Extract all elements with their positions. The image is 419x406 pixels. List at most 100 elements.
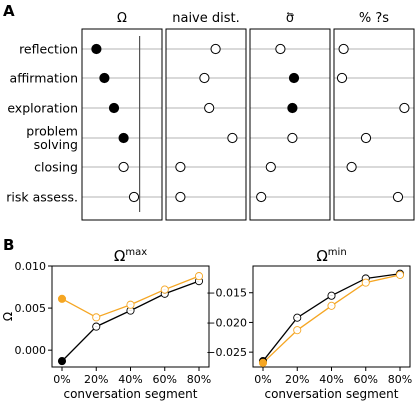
point-0-1-2 (126, 300, 135, 309)
panel-b-letter: B (3, 236, 14, 254)
dot-3-5 (392, 191, 404, 203)
series-line-1-1 (262, 274, 401, 364)
dot-0-2 (108, 102, 120, 114)
x-axis-label-0: conversation segment (63, 387, 197, 401)
point-0-1-3-outline (160, 285, 169, 294)
panel-a-column-3: % ?s (333, 11, 415, 221)
panel-frame-3 (333, 28, 415, 221)
point-0-1-3-top (161, 285, 169, 290)
y-axis-label-0: Ω (1, 312, 15, 321)
x-tick-label-1-1: 20% (285, 373, 309, 386)
point-1-1-2-outline (327, 301, 336, 310)
y-tick-label-0-2: 0.010 (15, 260, 47, 273)
x-tick-label-1-4: 80% (388, 373, 412, 386)
row-label-4: closing (34, 160, 78, 175)
dot-1-2 (204, 102, 215, 114)
point-1-0-2-outline (327, 291, 336, 300)
column-title-0: Ω (117, 11, 127, 26)
dot-2-4 (265, 161, 276, 173)
series-line-0-0 (61, 280, 200, 362)
x-tick-label-0-2: 40% (118, 373, 142, 386)
x-tick-label-0-1: 20% (84, 373, 108, 386)
row-label-3-line-1: solving (34, 137, 78, 152)
row-label-0: reflection (19, 42, 78, 57)
dot-3-1 (336, 72, 348, 84)
dot-0-3 (118, 132, 129, 144)
panel-a-column-0: Ω (81, 11, 163, 221)
point-0-0-1 (92, 322, 101, 331)
row-label-5: risk assess. (6, 190, 78, 205)
dot-2-2 (287, 102, 298, 114)
dot-1-1 (199, 72, 210, 84)
point-0-0-1-bottom (92, 326, 100, 331)
point-0-1-1-top (92, 313, 100, 318)
x-tick-label-0-3: 60% (153, 373, 177, 386)
point-0-1-2-bottom (126, 304, 135, 309)
x-tick-label-1-2: 40% (319, 373, 343, 386)
dot-0-5 (128, 191, 140, 203)
point-0-1-4 (194, 272, 204, 281)
point-0-0-2-bottom (126, 310, 135, 315)
dot-2-5 (256, 191, 267, 203)
x-tick-label-0-4: 80% (187, 373, 211, 386)
dot-3-3 (360, 132, 372, 144)
panel-frame-0 (81, 28, 163, 221)
point-0-1-1 (92, 313, 101, 322)
point-1-0-2 (327, 291, 336, 300)
row-label-3-line-0: problem (26, 124, 78, 139)
point-1-1-4-top (396, 271, 404, 275)
panel-a-column-1: naive dist. (165, 11, 247, 221)
dot-0-4 (118, 161, 129, 173)
dot-0-0 (91, 43, 102, 55)
y-tick-label-1-0: −0.025 (206, 346, 247, 359)
dot-2-1 (288, 72, 300, 84)
point-1-0-1-top (293, 314, 301, 318)
point-0-1-3 (160, 285, 169, 294)
chart-title-1: Ωmin (316, 247, 346, 265)
panel-a-dot-plot: reflection affirmation exploration problems… (6, 11, 415, 221)
dot-1-0 (210, 43, 221, 55)
y-tick-label-1-2: −0.015 (206, 287, 247, 300)
panel-a-letter: A (3, 2, 15, 20)
column-title-3: % ?s (359, 11, 389, 26)
point-1-1-3-bottom (362, 282, 370, 287)
point-0-1-4-bottom (195, 276, 203, 280)
point-0-1-2-outline (126, 300, 135, 309)
y-tick-label-0-0: 0.000 (15, 344, 47, 357)
line-chart-0: Ωmax 0.000 0.005 0.010 0% 20% 40% 60% 80%convers… (1, 247, 211, 401)
panel-frame-2 (249, 28, 331, 221)
point-0-1-2-top (126, 301, 135, 305)
point-0-0-3-bottom (161, 293, 169, 298)
point-0-1-1-outline (92, 313, 101, 322)
point-0-0-0 (57, 357, 67, 366)
point-0-1-4-outline (194, 272, 204, 281)
column-title-1: naive dist. (172, 11, 240, 26)
line-chart-1: Ωmin −0.025 −0.020 −0.015 0% 20% 40% 60% 80%conv… (206, 247, 412, 401)
point-1-0-1-outline (293, 313, 302, 322)
point-0-1-4-top (195, 272, 203, 277)
x-tick-label-1-3: 60% (354, 373, 378, 386)
x-tick-label-0-0: 0% (53, 373, 70, 386)
point-1-1-4-bottom (396, 274, 404, 279)
chart-title-0: Ωmax (114, 247, 147, 265)
point-1-0-2-top (327, 292, 336, 296)
point-1-0-3-top (362, 274, 370, 279)
y-tick-label-1-1: −0.020 (206, 316, 247, 329)
row-label-1: affirmation (10, 71, 78, 86)
y-tick-label-0-1: 0.005 (15, 302, 47, 315)
dot-0-1 (99, 72, 110, 84)
point-1-1-2 (327, 301, 336, 310)
x-axis-label-1: conversation segment (264, 387, 398, 401)
point-1-1-1-top (293, 326, 301, 331)
point-1-1-2-bottom (327, 305, 336, 310)
dot-1-5 (175, 191, 186, 203)
dot-2-0 (275, 43, 286, 55)
dot-2-3 (287, 132, 298, 144)
panel-frame-1 (165, 28, 247, 221)
row-label-2: exploration (7, 101, 78, 116)
dot-3-2 (399, 102, 410, 114)
point-1-0-2-bottom (327, 295, 336, 300)
point-1-0-1 (293, 313, 302, 322)
